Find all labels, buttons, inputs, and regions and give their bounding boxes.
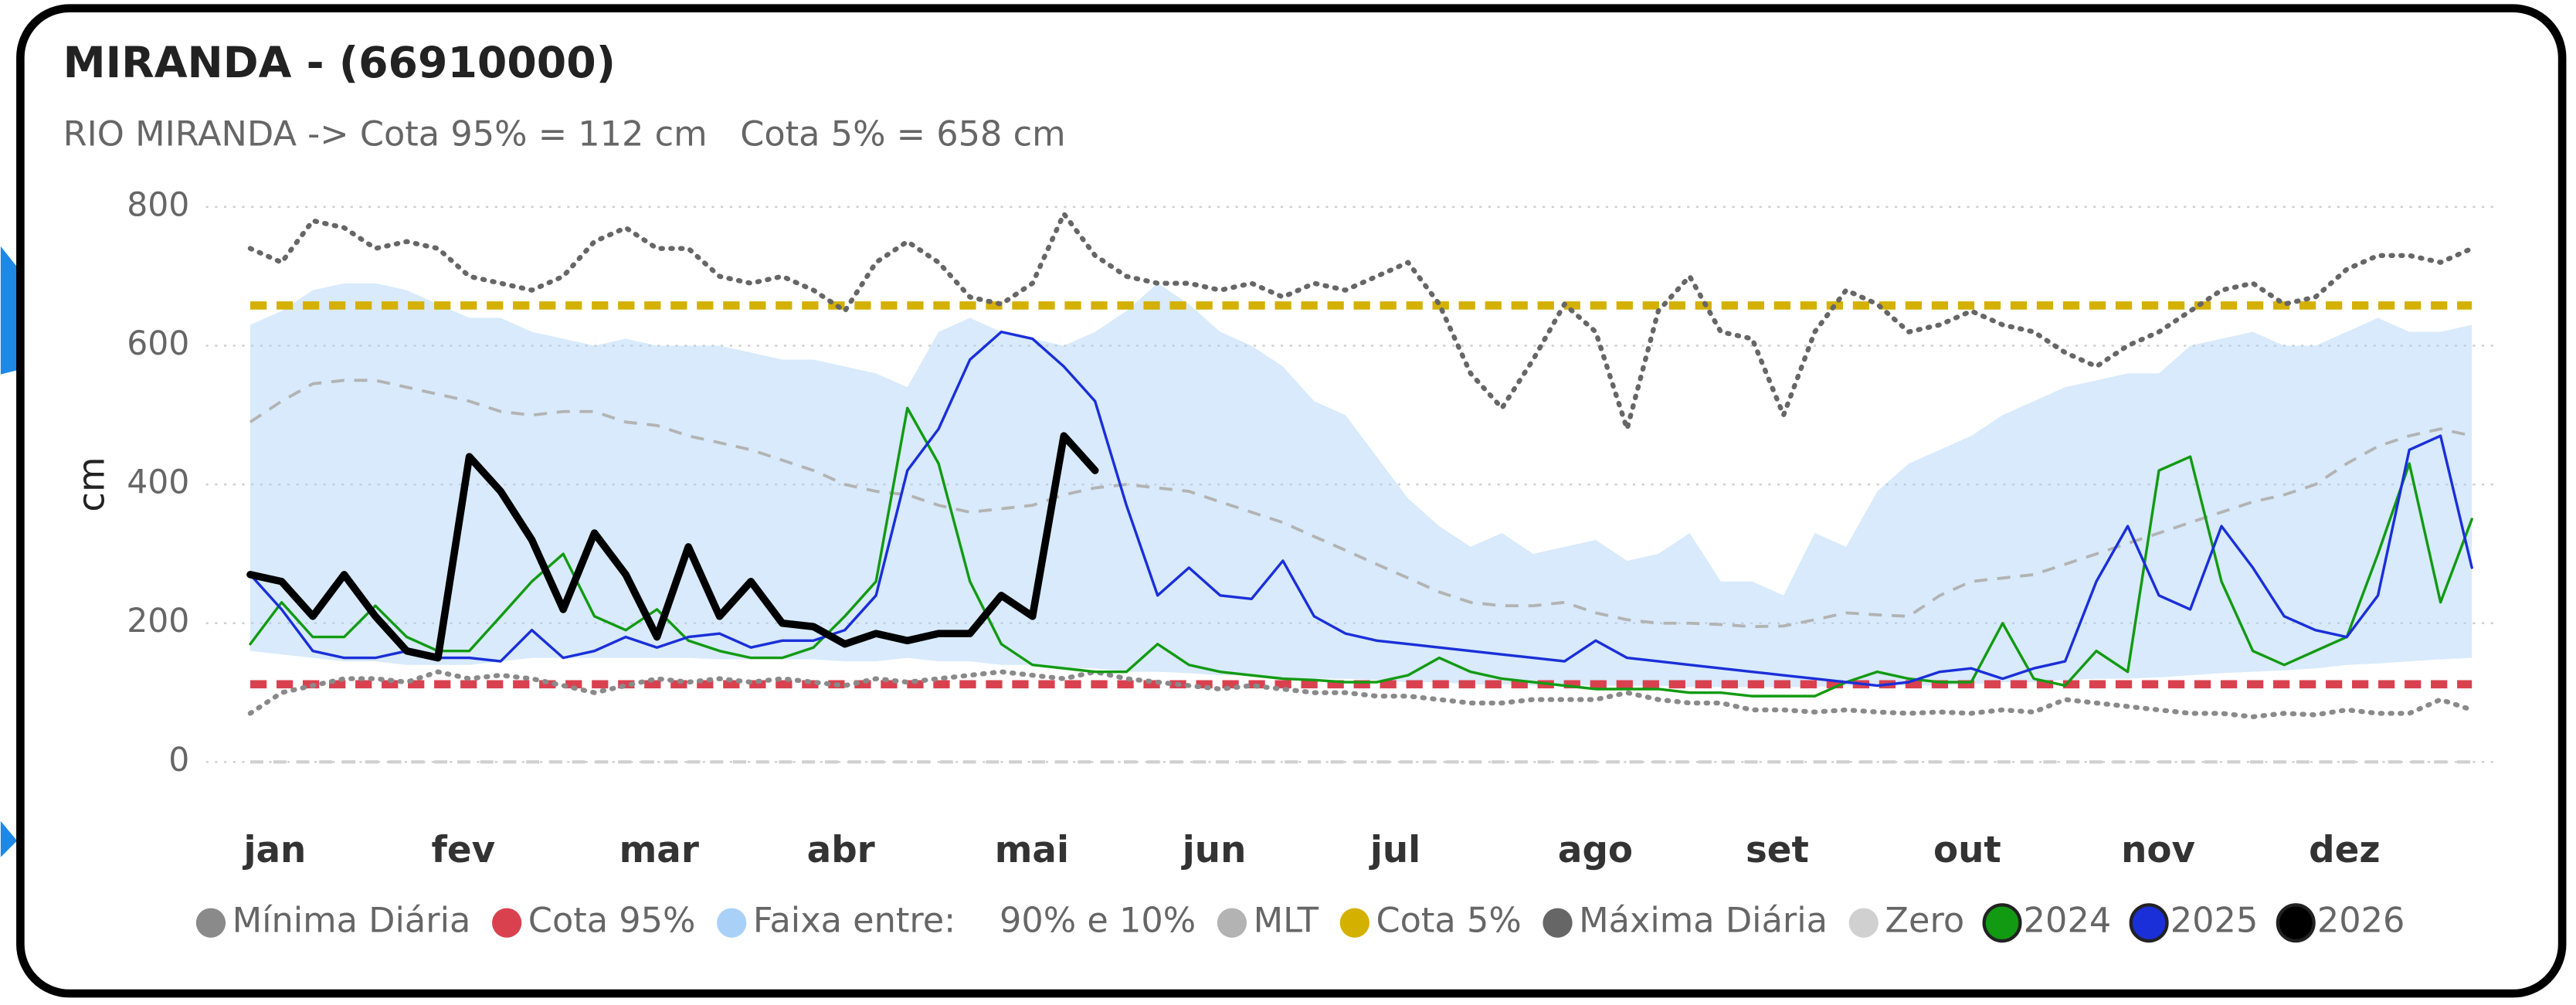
series-line [247,669,2475,720]
x-tick-label: mar [619,830,699,871]
y-tick-label: 200 [127,603,189,640]
legend-label: MLT [1254,901,1319,941]
legend-label: Máxima Diária [1579,901,1828,941]
legend-marker [195,908,226,938]
legend-label: Zero [1885,901,1964,941]
legend-marker [492,908,522,938]
legend-label: 2024 [2024,901,2112,941]
legend-label: Cota 5% [1376,901,1521,941]
y-tick-label: 400 [127,464,189,502]
side-handle [0,820,18,857]
legend-marker [1217,908,1247,938]
side-handle [0,246,21,375]
x-tick-label: jul [1369,830,1420,871]
legend-marker [1982,903,2022,943]
x-tick-label: set [1746,830,1809,871]
legend-marker [1339,908,1369,938]
chart-title: MIRANDA - (66910000) [63,39,616,88]
legend-label: 2026 [2317,901,2405,941]
legend-marker [1848,908,1879,938]
chart-subtitle: RIO MIRANDA -> Cota 95% = 112 cm Cota 5%… [63,114,1066,154]
x-tick-label: dez [2309,830,2380,871]
legend-marker [717,908,747,938]
x-tick-label: jun [1181,830,1247,871]
y-axis-label: cm [72,457,114,511]
x-tick-label: fev [432,830,496,871]
series-line [249,330,2473,688]
legend-marker [2276,903,2316,943]
legend: Mínima Diária Cota 95% Faixa entre: 90% e … [195,901,2405,943]
legend-label: 2025 [2170,901,2259,941]
range-band [249,283,2472,688]
legend-label: Cota 95% [528,901,696,941]
legend-label: Mínima Diária [232,901,471,941]
series-line [247,211,2475,432]
series-line [249,379,2472,629]
x-tick-label: out [1933,830,2001,871]
legend-label: Faixa entre: 90% e 10% [753,901,1196,941]
y-tick-label: 600 [127,325,189,363]
plot-area: 0 200 400 600 800 jan fev mar abr mai jun jul ago set… [127,186,2497,871]
legend-marker [1543,908,1573,938]
y-tick-label: 0 [168,742,189,779]
x-tick-label: abr [807,830,875,871]
x-tick-label: mai [995,830,1069,871]
x-tick-label: ago [1558,830,1633,871]
card-frame [16,4,2567,998]
x-tick-label: nov [2121,830,2195,871]
legend-marker [2129,903,2169,943]
series-line [246,432,1099,662]
x-tick-label: jan [242,830,306,871]
y-tick-label: 800 [127,186,189,224]
series-line [249,406,2473,698]
